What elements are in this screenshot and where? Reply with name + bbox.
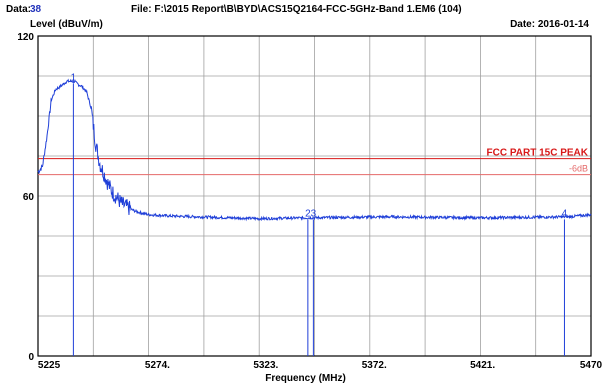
x-tick-label: 5470 [580, 360, 603, 371]
marker-label: 4 [562, 208, 568, 219]
x-axis-label: Frequency (MHz) [265, 373, 346, 384]
marker-label: 1 [71, 72, 77, 83]
report-date: Date: 2016-01-14 [510, 19, 589, 30]
data-value: 38 [30, 4, 42, 15]
series [37, 78, 592, 222]
marker-label: 2 [305, 208, 311, 219]
limit-lines: FCC PART 15C PEAK -6dB [38, 148, 591, 176]
limit-line-label: FCC PART 15C PEAK [487, 148, 589, 159]
x-tick-label: 5372. [362, 360, 387, 371]
x-ticks: 5225 5274. 5323. 5372. 5421. 5470 [38, 360, 603, 371]
x-tick-label: 5274. [145, 360, 170, 371]
plot-frame [37, 35, 592, 357]
marker-label: 3 [311, 208, 317, 219]
x-tick-label: 5421. [470, 360, 495, 371]
y-tick-label: 0 [28, 352, 34, 363]
y-ticks: 120 60 0 [17, 32, 34, 363]
grid [38, 36, 591, 356]
file-path: File: F:\2015 Report\B\BYD\ACS15Q2164-FC… [131, 4, 462, 15]
limit-line-label: -6dB [569, 164, 588, 174]
y-tick-label: 60 [23, 192, 35, 203]
data-label: Data: [6, 4, 32, 15]
x-tick-label: 5225 [38, 360, 61, 371]
spectrum-trace [37, 78, 592, 222]
x-tick-label: 5323. [253, 360, 278, 371]
y-axis-label: Level (dBuV/m) [30, 19, 103, 30]
markers: 1 2 3 4 [71, 72, 568, 356]
y-tick-label: 120 [17, 32, 34, 43]
